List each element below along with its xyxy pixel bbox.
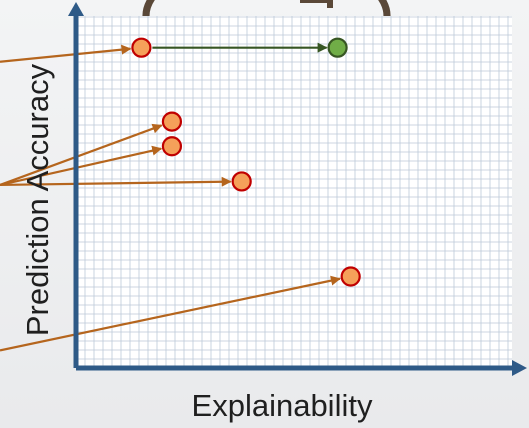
pointer-arrow xyxy=(0,145,163,187)
plot-background xyxy=(76,16,512,368)
x-axis-label: Explainability xyxy=(191,388,373,423)
pointer-arrow xyxy=(0,123,163,186)
arrows xyxy=(0,42,341,352)
orange-point xyxy=(131,37,152,58)
orange-point xyxy=(161,111,183,132)
pointer-arrow xyxy=(0,44,132,63)
orange-point xyxy=(340,266,361,287)
axes xyxy=(68,2,527,376)
green-point xyxy=(327,37,348,58)
orange-point xyxy=(161,136,183,157)
y-axis-label: Prediction Accuracy xyxy=(20,63,55,337)
x-axis-arrowhead xyxy=(512,360,527,376)
orange-point xyxy=(231,171,252,192)
data-points xyxy=(131,37,361,287)
grid xyxy=(75,16,512,369)
pointer-arrow xyxy=(0,275,341,352)
y-axis-arrowhead xyxy=(68,2,84,16)
pointer-arrow xyxy=(0,176,232,187)
